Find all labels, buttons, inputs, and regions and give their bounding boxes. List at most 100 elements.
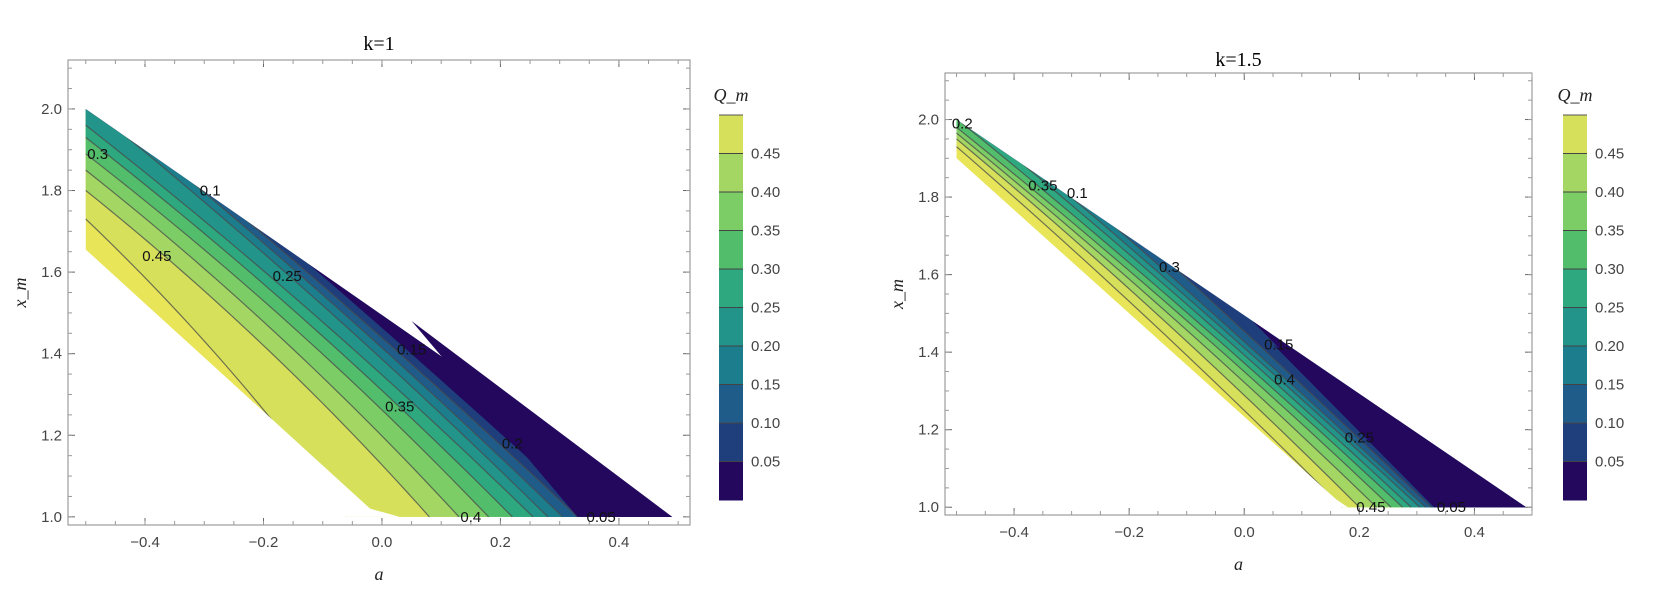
colorbar-segment — [719, 192, 743, 231]
dark-region — [1273, 344, 1527, 508]
outside-mask — [945, 73, 1532, 508]
dark-region — [411, 321, 673, 517]
colorbar-segment — [1563, 192, 1587, 231]
contour-label: 0.2 — [502, 435, 523, 452]
colorbar-segment — [1563, 115, 1587, 154]
contour-line — [961, 122, 1403, 508]
panel-title: k=1.5 — [1215, 49, 1261, 71]
colorbar-tick-label: 0.45 — [751, 146, 780, 163]
x-axis-label: a — [375, 564, 384, 584]
x-tick-label: −0.4 — [130, 534, 160, 551]
colorbar-tick-label: 0.05 — [751, 454, 780, 471]
x-tick-label: −0.4 — [999, 524, 1029, 541]
contour-label: 0.05 — [1437, 499, 1466, 516]
colorbar-tick-label: 0.05 — [1595, 454, 1624, 471]
contour-line — [97, 112, 549, 518]
x-tick-label: 0.2 — [490, 534, 511, 551]
contour-label: 0.25 — [1345, 429, 1374, 446]
y-tick-label: 1.4 — [41, 346, 62, 363]
contour-label: 0.35 — [385, 399, 414, 416]
colorbar-segment — [1563, 307, 1587, 347]
contour-label: 0.15 — [397, 342, 426, 359]
panel-k1-5: −0.4 −0.2 0.0 0.2 0.4 1.0 1.2 1.4 1.6 1.8 2.0 k=1.5… — [887, 49, 1624, 574]
y-tick-label: 1.2 — [41, 427, 62, 444]
contour-line — [85, 137, 513, 518]
colorbar-title: Q_m — [714, 85, 749, 105]
colorbar-segment — [719, 153, 743, 193]
lower-mask — [916, 158, 1348, 508]
contour-label: 0.4 — [1274, 371, 1295, 388]
y-axis-label: x_m — [10, 278, 30, 309]
colorbar-tick-label: 0.25 — [1595, 300, 1624, 317]
y-tick-label: 1.4 — [918, 344, 939, 361]
contour-label: 0.1 — [1067, 185, 1088, 202]
outside-mask — [68, 60, 690, 517]
colorbar-tick-label: 0.20 — [751, 338, 780, 355]
contour-line — [85, 169, 460, 518]
y-tick-label: 1.6 — [41, 264, 62, 281]
contour-line — [85, 124, 534, 518]
colorbar-tick-label: 0.10 — [1595, 415, 1624, 432]
x-tick-label: 0.0 — [1234, 524, 1255, 541]
colorbar-tick-label: 0.40 — [1595, 184, 1624, 201]
contour-line — [973, 122, 1412, 508]
panel-k1: −0.4 −0.2 0.0 0.2 0.4 1.0 1.2 1.4 1.6 1.8 2.0 k=1 a x… — [10, 33, 780, 584]
x-tick-label: 0.0 — [372, 534, 393, 551]
contour-label: 0.3 — [1159, 259, 1180, 276]
colorbar-segment — [1563, 269, 1587, 308]
contour-line — [956, 126, 1392, 508]
contour-line — [956, 146, 1343, 508]
x-tick-label: 0.4 — [608, 534, 629, 551]
colorbar-segment — [719, 230, 743, 270]
colorbar-tick-label: 0.40 — [751, 184, 780, 201]
lower-mask — [38, 249, 400, 517]
contour-line — [85, 190, 430, 518]
colorbar-title: Q_m — [1558, 85, 1593, 105]
y-tick-label: 2.0 — [41, 101, 62, 118]
colorbar-segment — [1563, 346, 1587, 385]
y-tick-label: 1.6 — [918, 267, 939, 284]
x-tick-label: 0.4 — [1464, 524, 1485, 541]
x-tick-label: −0.2 — [249, 534, 279, 551]
colorbar-segment — [719, 423, 743, 462]
contour-line — [956, 132, 1378, 508]
y-tick-label: 1.2 — [918, 422, 939, 439]
colorbar-tick-label: 0.15 — [1595, 377, 1624, 394]
colorbar-tick-label: 0.25 — [751, 300, 780, 317]
contour-band — [956, 119, 1527, 508]
colorbar-segment — [1563, 423, 1587, 462]
y-tick-label: 2.0 — [918, 112, 939, 129]
colorbar-segment — [1563, 384, 1587, 424]
y-tick-label: 1.0 — [918, 499, 939, 516]
colorbar-tick-label: 0.30 — [751, 261, 780, 278]
contour-label: 0.1 — [200, 183, 221, 200]
colorbar-segment — [719, 346, 743, 385]
y-tick-label: 1.8 — [41, 183, 62, 200]
colorbar-segment — [719, 115, 743, 154]
colorbar-segment — [1563, 461, 1587, 501]
colorbar-tick-label: 0.20 — [1595, 338, 1624, 355]
contour-label: 0.45 — [142, 248, 171, 265]
contour-label: 0.2 — [952, 115, 973, 132]
contour-line — [85, 153, 490, 518]
colorbar-segment — [719, 307, 743, 347]
y-tick-label: 1.0 — [41, 509, 62, 526]
colorbar-segment — [1563, 153, 1587, 193]
contour-label: 0.05 — [587, 509, 616, 526]
contour-line — [956, 138, 1360, 508]
colorbar-segment — [1563, 230, 1587, 270]
colorbar-tick-label: 0.10 — [751, 415, 780, 432]
colorbar-segment — [719, 384, 743, 424]
contour-label: 0.35 — [1028, 177, 1057, 194]
panel-title: k=1 — [363, 33, 394, 55]
colorbar-tick-label: 0.45 — [1595, 146, 1624, 163]
colorbar-tick-label: 0.35 — [751, 223, 780, 240]
x-tick-label: −0.2 — [1114, 524, 1144, 541]
colorbar-tick-label: 0.15 — [751, 377, 780, 394]
contour-label: 0.15 — [1264, 336, 1293, 353]
contour-label: 0.3 — [87, 146, 108, 163]
colorbar-segment — [719, 461, 743, 501]
y-axis-label: x_m — [887, 279, 907, 310]
colorbar-tick-label: 0.30 — [1595, 261, 1624, 278]
